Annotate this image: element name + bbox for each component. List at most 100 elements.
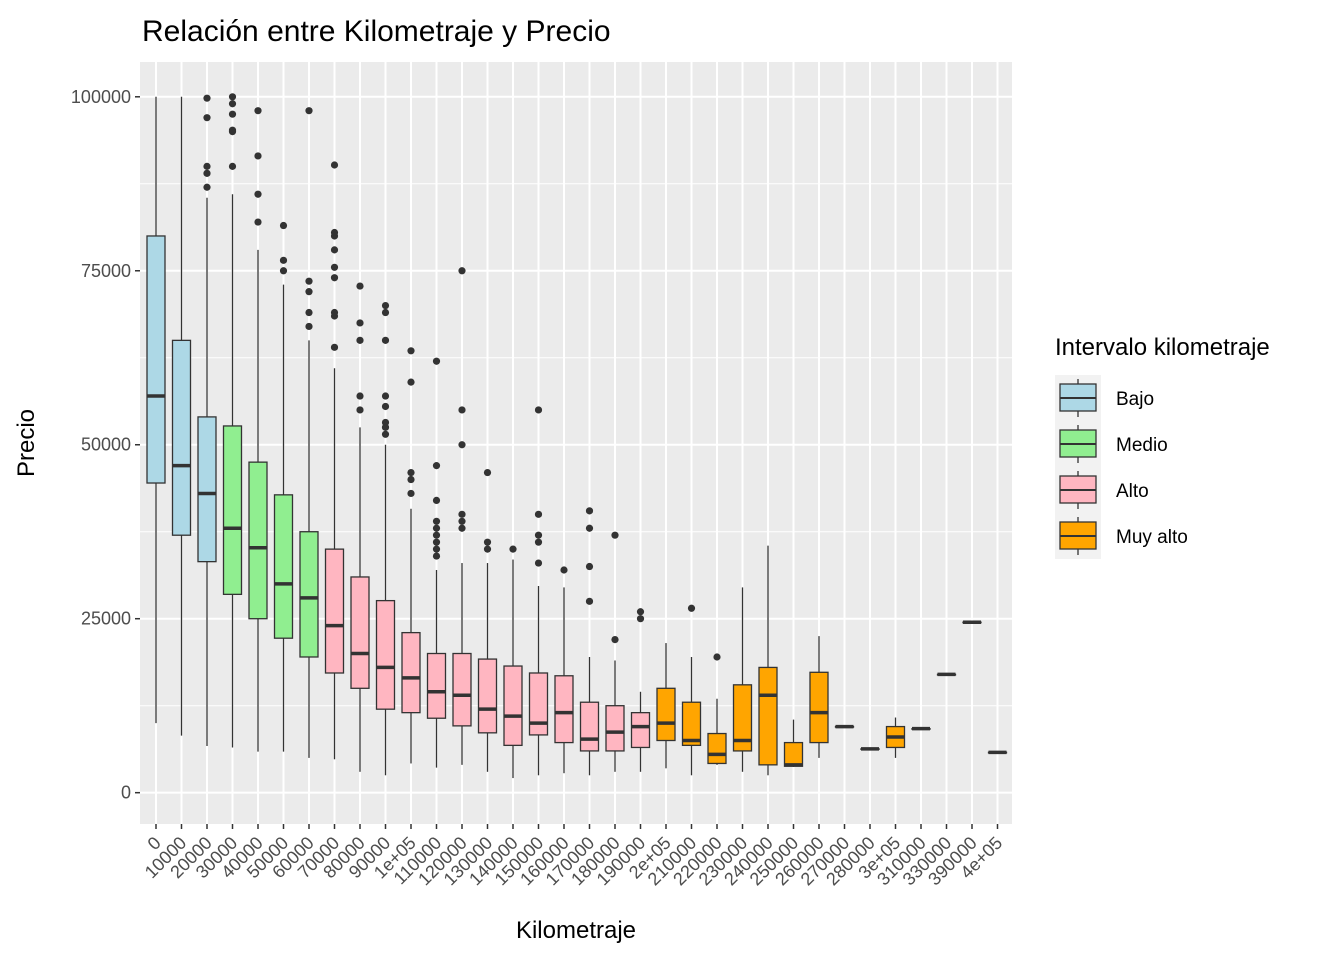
box-group [401,347,421,764]
outlier-point [458,517,466,525]
outlier-point [279,221,288,230]
outlier-point [585,524,594,532]
outlier-point [636,608,645,616]
outlier-point [534,559,543,567]
box-group [299,107,319,758]
outlier-point [636,615,645,623]
outlier-point [305,107,313,115]
outlier-point [330,274,339,282]
outlier-point [203,94,211,102]
outlier-point [305,308,313,317]
box-body [605,705,625,752]
box-group [656,643,676,769]
outlier-point [279,256,288,264]
legend-label: Muy alto [1116,527,1188,548]
outlier-point [356,392,364,400]
y-tick-label: 100000 [71,87,131,107]
outlier-point [585,507,594,515]
box-body [503,665,523,747]
outlier-point [254,218,262,226]
outlier-point [330,263,339,271]
outlier-point [356,282,364,290]
outlier-point [483,545,492,553]
box-body [758,666,778,766]
box-group [987,750,1008,755]
outlier-point [458,267,466,275]
box-body [299,531,319,658]
legend-label: Medio [1116,435,1168,456]
box-group [197,94,217,747]
box-group [324,161,345,760]
box-body [452,652,472,727]
outlier-point [432,517,441,525]
box-group [885,717,906,758]
outlier-point [534,531,543,539]
box-body [401,631,421,714]
outlier-point [458,524,466,532]
box-body [197,416,217,563]
y-axis-title: Precio [13,409,40,477]
box-body [783,741,804,767]
outlier-point [254,152,262,160]
legend-label: Bajo [1116,389,1154,410]
box-body [248,461,268,620]
box-group [681,604,702,776]
outlier-point [381,308,390,317]
outlier-point [432,552,441,560]
legend-item: Muy alto [1055,513,1188,559]
outlier-point [407,468,415,477]
outlier-point [432,462,441,470]
outlier-point [611,531,619,539]
outlier-point [534,510,543,518]
y-tick-label: 75000 [81,261,131,281]
outlier-point [228,110,237,118]
box-body [528,672,549,736]
box-group [834,724,855,729]
outlier-point [407,347,415,355]
outlier-point [432,524,441,532]
outlier-point [330,246,339,254]
legend-label: Alto [1116,481,1149,502]
outlier-point [611,635,619,644]
outlier-point [381,392,390,400]
box-group [350,282,370,772]
y-axis: 0 25000 50000 75000 100000 [71,87,140,803]
outlier-point [203,183,211,191]
outlier-point [356,319,364,327]
box-group [783,719,804,767]
box-group [426,357,447,768]
box-body [350,576,370,689]
legend-item: Bajo [1055,375,1154,421]
outlier-point [509,545,517,553]
outlier-point [534,538,543,546]
outlier-point [381,301,390,310]
outlier-point [254,107,262,115]
box-group [248,107,268,752]
outlier-point [305,322,313,331]
box-group [273,221,294,752]
outlier-point [279,267,288,275]
box-group [707,653,727,765]
outlier-point [687,604,696,612]
outlier-point [432,496,441,505]
box-group [579,507,600,776]
outlier-point [534,406,543,414]
plot-panel [140,62,1012,824]
box-body [732,684,753,752]
outlier-point [483,538,492,546]
outlier-point [560,566,568,574]
outlier-point [458,406,466,414]
box-body [681,701,702,747]
chart-title: Relación entre Kilometraje y Precio [142,15,611,48]
box-group [809,636,829,758]
box-body [630,712,651,749]
box-group [732,587,753,772]
box-group [605,531,625,772]
x-axis: 0100002000030000400005000060000700008000… [141,824,1006,889]
outlier-point [330,161,339,169]
outlier-point [432,545,441,553]
legend-item: Medio [1055,421,1168,467]
outlier-point [356,336,364,344]
outlier-point [330,343,339,351]
